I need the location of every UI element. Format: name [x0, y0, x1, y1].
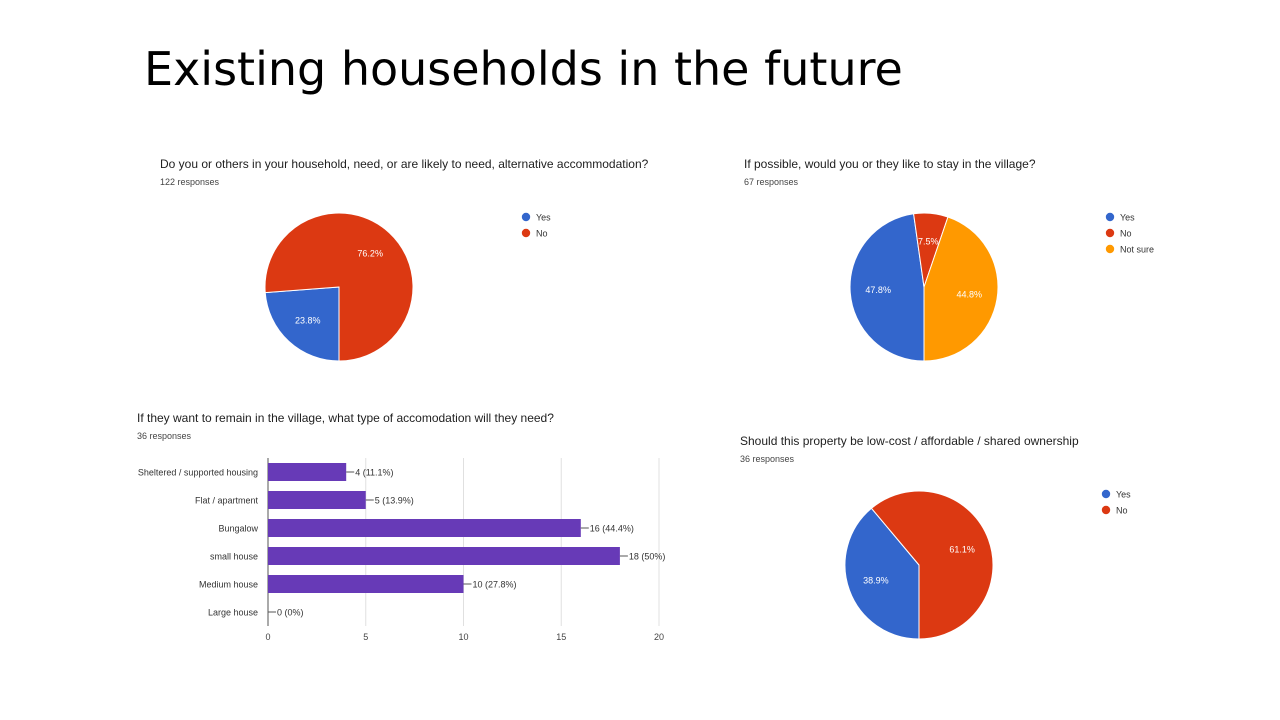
chart-4-slice-label-yes: 38.9%	[863, 576, 889, 586]
chart-1-title: Do you or others in your household, need…	[160, 157, 649, 171]
chart-2-title: If possible, would you or they like to s…	[744, 157, 1036, 171]
chart-3-category-label-flat-apartment: Flat / apartment	[195, 496, 259, 506]
chart-3-tick-label: 10	[458, 632, 468, 642]
chart-1-slice-label-yes: 23.8%	[295, 316, 321, 326]
chart-4-legend-label-yes: Yes	[1116, 490, 1131, 500]
chart-3-value-label-sheltered-supported-housing: 4 (11.1%)	[355, 468, 393, 478]
chart-1-legend-label-no: No	[536, 229, 548, 239]
chart-2-slice-label-not-sure: 44.8%	[957, 290, 983, 300]
chart-4-response-count: 36 responses	[740, 454, 795, 464]
chart-4-slice-no	[870, 490, 994, 640]
chart-3-response-count: 36 responses	[137, 431, 192, 441]
chart-1-slice-no	[264, 212, 414, 362]
chart-1-legend-label-yes: Yes	[536, 213, 551, 223]
chart-2-slice-label-yes: 47.8%	[865, 285, 891, 295]
slide-title: Existing households in the future	[144, 42, 903, 96]
chart-4-slice-label-no: 61.1%	[949, 544, 975, 554]
chart-2-legend-label-yes: Yes	[1120, 213, 1135, 223]
chart-2-legend-label-no: No	[1120, 229, 1132, 239]
chart-2-legend-label-not-sure: Not sure	[1120, 245, 1154, 255]
chart-1-legend-swatch-yes	[521, 212, 531, 222]
chart-1-response-count: 122 responses	[160, 177, 220, 187]
chart-3-bar-medium-house	[268, 575, 464, 593]
chart-3-category-label-large-house: Large house	[208, 608, 258, 618]
chart-1-slice-yes	[264, 286, 340, 362]
chart-3-tick-label: 15	[556, 632, 566, 642]
chart-3-category-label-sheltered-supported-housing: Sheltered / supported housing	[138, 468, 258, 478]
chart-1-slice-label-no: 76.2%	[357, 248, 383, 258]
chart-3-bar-sheltered-supported-housing	[268, 463, 347, 481]
chart-3-value-label-medium-house: 10 (27.8%)	[473, 580, 517, 590]
chart-4-slice-yes	[844, 507, 920, 640]
chart-3-value-label-small-house: 18 (50%)	[629, 552, 666, 562]
chart-3-value-label-flat-apartment: 5 (13.9%)	[375, 496, 414, 506]
chart-2-response-count: 67 responses	[744, 177, 799, 187]
chart-3-bar-flat-apartment	[268, 491, 366, 509]
chart-4-legend-swatch-yes	[1101, 489, 1111, 499]
chart-3-bar-bungalow	[268, 519, 581, 537]
chart-3-bar-small-house	[268, 547, 620, 565]
chart-2-slice-not-sure	[923, 216, 999, 362]
chart-3-title: If they want to remain in the village, w…	[137, 411, 554, 425]
chart-4-title: Should this property be low-cost / affor…	[740, 434, 1079, 448]
chart-2-legend-swatch-no	[1105, 228, 1115, 238]
chart-3-value-label-bungalow: 16 (44.4%)	[590, 524, 634, 534]
chart-4-legend-swatch-no	[1101, 505, 1111, 515]
chart-3-category-label-small-house: small house	[210, 552, 258, 562]
chart-3-category-label-bungalow: Bungalow	[218, 524, 258, 534]
chart-3-value-label-large-house: 0 (0%)	[277, 608, 304, 618]
chart-3-category-label-medium-house: Medium house	[199, 580, 258, 590]
chart-2-slice-label-no: 7.5%	[918, 236, 939, 246]
chart-4-legend-label-no: No	[1116, 506, 1128, 516]
chart-1-legend-swatch-no	[521, 228, 531, 238]
chart-2-legend-swatch-yes	[1105, 212, 1115, 222]
chart-3-tick-label: 20	[654, 632, 664, 642]
chart-3-tick-label: 0	[265, 632, 270, 642]
chart-3-tick-label: 5	[363, 632, 368, 642]
chart-2-slice-yes	[849, 213, 925, 362]
chart-2-legend-swatch-not-sure	[1105, 244, 1115, 254]
